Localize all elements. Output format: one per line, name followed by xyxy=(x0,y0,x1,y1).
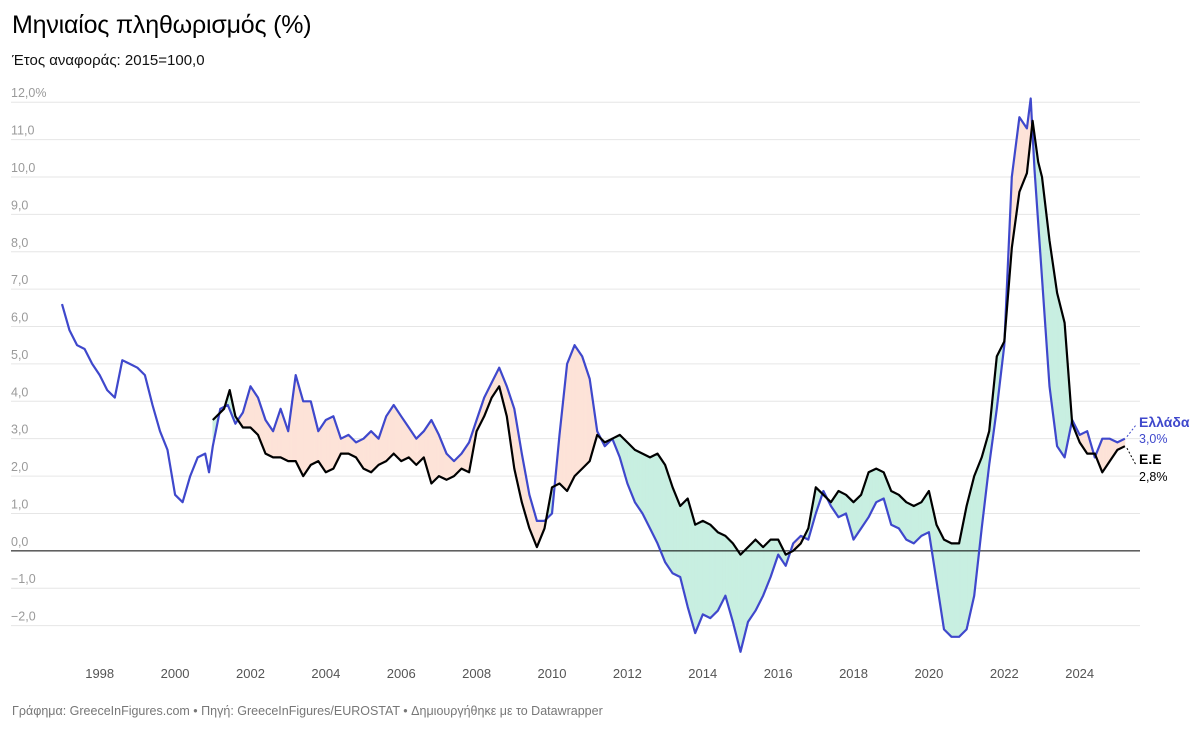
y-tick-label: 0,0 xyxy=(11,535,28,549)
x-tick-label: 2014 xyxy=(688,666,717,681)
x-tick-label: 2020 xyxy=(914,666,943,681)
x-tick-label: 2012 xyxy=(613,666,642,681)
y-tick-label: 3,0 xyxy=(11,423,28,437)
chart-footer: Γράφημα: GreeceInFigures.com • Πηγή: Gre… xyxy=(12,704,603,718)
x-tick-label: 2000 xyxy=(161,666,190,681)
y-tick-label: 9,0 xyxy=(11,198,28,212)
grid-layer: 12,0% 11,0 10,0 9,0 8,0 7,0 6,0 5,0 4,0 3,0 2,0 1,0… xyxy=(11,86,1140,627)
series-line-greece xyxy=(60,97,1126,653)
y-tick-label: 8,0 xyxy=(11,236,28,250)
eu-series-label: Ε.Ε xyxy=(1139,451,1162,467)
chart-title: Μηνιαίος πληθωρισμός (%) xyxy=(12,11,312,39)
series-line-eu xyxy=(212,119,1126,556)
greece-label-leader xyxy=(1126,424,1137,437)
y-tick-label: 4,0 xyxy=(11,385,28,399)
x-tick-label: 2006 xyxy=(387,666,416,681)
y-tick-label: −2,0 xyxy=(11,610,36,624)
chart-subtitle: Έτος αναφοράς: 2015=100,0 xyxy=(12,52,205,69)
y-tick-label: 10,0 xyxy=(11,161,35,175)
y-tick-label: −1,0 xyxy=(11,572,36,586)
x-tick-label: 2004 xyxy=(311,666,340,681)
x-tick-label: 2022 xyxy=(990,666,1019,681)
x-tick-label: 2016 xyxy=(764,666,793,681)
x-tick-label: 1998 xyxy=(85,666,114,681)
x-tick-label: 2018 xyxy=(839,666,868,681)
eu-label-leader xyxy=(1126,447,1137,466)
line-layer xyxy=(60,97,1126,653)
greece-series-label: Ελλάδα xyxy=(1139,414,1190,430)
y-tick-label: 11,0 xyxy=(11,124,34,138)
y-tick-label: 6,0 xyxy=(11,311,28,325)
y-tick-label: 5,0 xyxy=(11,348,28,362)
label-layer: 1998 2000 2002 2004 2006 2008 2010 2012 2014 2016… xyxy=(85,414,1190,681)
y-tick-label: 2,0 xyxy=(11,460,28,474)
eu-end-value: 2,8% xyxy=(1139,470,1168,484)
y-tick-label: 12,0% xyxy=(11,86,46,100)
x-tick-label: 2002 xyxy=(236,666,265,681)
y-tick-label: 1,0 xyxy=(11,497,28,511)
chart-svg: 12,0% 11,0 10,0 9,0 8,0 7,0 6,0 5,0 4,0 3,0 2,0 1,0… xyxy=(11,86,1190,681)
x-tick-label: 2024 xyxy=(1065,666,1094,681)
x-tick-label: 2010 xyxy=(538,666,567,681)
y-tick-label: 7,0 xyxy=(11,273,28,287)
x-tick-label: 2008 xyxy=(462,666,491,681)
greece-end-value: 3,0% xyxy=(1139,432,1168,446)
